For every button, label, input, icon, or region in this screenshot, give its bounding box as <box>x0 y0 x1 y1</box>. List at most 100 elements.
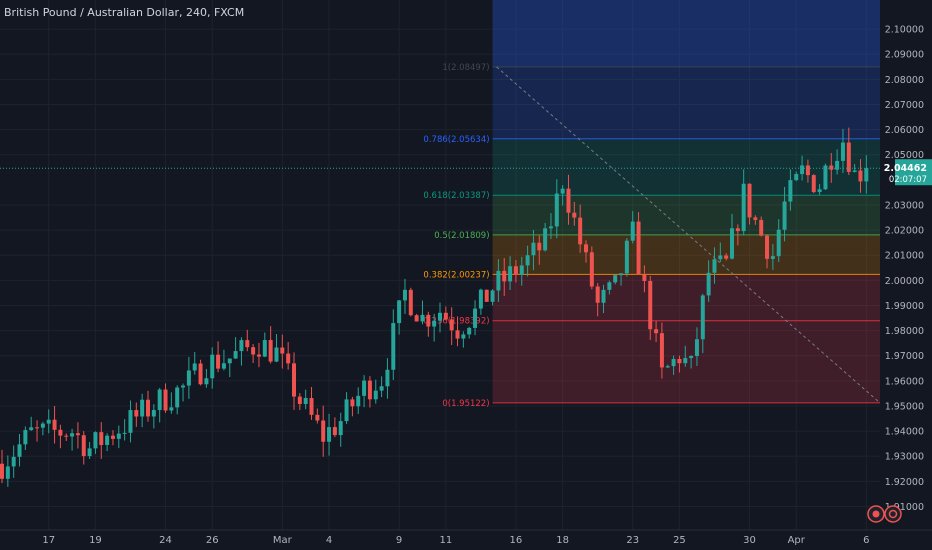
candle-body <box>519 265 524 275</box>
candle-body <box>648 280 653 330</box>
candle-body <box>718 255 723 260</box>
candle-body <box>496 270 501 291</box>
candle-body <box>274 347 279 362</box>
candle-body <box>140 399 145 417</box>
candlestick-series <box>0 127 869 487</box>
candle-body <box>414 315 419 322</box>
candle-body <box>268 340 273 362</box>
candle-body <box>613 275 618 283</box>
candle-body <box>198 363 203 385</box>
candle-body <box>321 420 326 442</box>
current-price-badge <box>895 159 932 186</box>
candle-body <box>712 259 717 273</box>
candle-body <box>835 160 840 170</box>
time-tick-label: 30 <box>743 535 756 546</box>
candle-body <box>490 290 495 302</box>
candle-body <box>513 266 518 275</box>
fib-band <box>492 0 880 67</box>
candle-body <box>169 407 174 411</box>
candle-body <box>811 175 816 193</box>
candle-body <box>303 398 308 404</box>
time-tick-label: 11 <box>439 535 452 546</box>
candle-body <box>478 289 483 309</box>
candle-body <box>52 419 57 430</box>
countdown-label: 02:07:07 <box>889 175 927 185</box>
candle-body <box>350 399 355 407</box>
price-tick-label: 2.01000 <box>885 251 924 262</box>
candle-body <box>595 286 600 303</box>
candle-body <box>566 188 571 213</box>
candle-body <box>227 358 232 364</box>
candle-body <box>642 274 647 281</box>
candle-body <box>128 410 133 433</box>
candle-body <box>572 212 577 218</box>
time-tick-label: 18 <box>556 535 569 546</box>
price-tick-label: 1.93000 <box>885 452 924 463</box>
settings-icon[interactable] <box>884 505 902 523</box>
candle-body <box>589 252 594 287</box>
time-axis[interactable]: 17 19 24 26 Mar 4 9 11 16 18 23 25 30 Apr 6 <box>0 529 932 546</box>
price-tick-label: 2.09000 <box>885 50 924 61</box>
candle-body <box>624 240 629 274</box>
candle-body <box>397 300 402 324</box>
candle-body <box>373 390 378 400</box>
candle-body <box>221 363 226 369</box>
price-tick-label: 1.92000 <box>885 477 924 488</box>
candle-body <box>64 435 69 437</box>
fib-level-label: 0.786(2.05634) <box>423 135 489 145</box>
price-tick-label: 1.97000 <box>885 351 924 362</box>
candle-body <box>35 427 40 429</box>
candle-body <box>449 319 454 331</box>
time-tick-label: 4 <box>326 535 332 546</box>
time-tick-label: 23 <box>626 535 639 546</box>
candle-body <box>70 433 75 437</box>
candle-body <box>531 242 536 256</box>
candle-body <box>794 174 799 181</box>
time-tick-label: 25 <box>673 535 686 546</box>
candle-body <box>584 244 588 253</box>
candle-body <box>99 432 104 445</box>
candle-body <box>805 165 810 176</box>
candle-body <box>327 427 332 442</box>
candle-body <box>782 201 787 230</box>
candle-body <box>332 427 337 436</box>
fib-level-label: 0(1.95122) <box>442 399 489 409</box>
candle-body <box>601 289 606 303</box>
fib-trend-line <box>496 66 881 404</box>
price-tick-label: 2.05000 <box>885 150 924 161</box>
fib-level-label: 1(2.08497) <box>442 63 489 73</box>
candle-body <box>852 170 857 172</box>
candle-body <box>508 266 513 282</box>
candle-body <box>776 229 781 257</box>
candle-body <box>81 435 86 457</box>
candle-body <box>256 354 261 357</box>
candle-body <box>467 327 472 335</box>
candle-body <box>607 282 612 290</box>
candle-body <box>286 353 291 364</box>
candle-body <box>0 463 4 479</box>
candle-body <box>443 312 448 320</box>
price-axis[interactable]: 2.10000 2.09000 2.08000 2.07000 2.06000 2.050… <box>884 25 932 513</box>
candle-body <box>362 380 367 396</box>
candle-body <box>694 339 699 357</box>
candle-body <box>432 320 437 327</box>
candle-body <box>367 380 372 400</box>
candle-body <box>134 410 139 417</box>
candle-body <box>46 419 51 424</box>
alert-icon[interactable] <box>867 505 885 523</box>
candle-body <box>87 448 92 457</box>
candle-body <box>344 399 349 422</box>
time-tick-label: 24 <box>159 535 172 546</box>
candle-body <box>385 369 390 387</box>
candle-body <box>175 387 180 408</box>
candle-body <box>309 398 314 415</box>
candle-body <box>700 295 705 340</box>
candle-body <box>525 255 530 266</box>
fib-band <box>492 234 880 275</box>
time-tick-label: Apr <box>788 535 806 546</box>
fib-band <box>492 138 880 196</box>
price-tick-label: 1.99000 <box>885 301 924 312</box>
candle-body <box>23 430 28 445</box>
